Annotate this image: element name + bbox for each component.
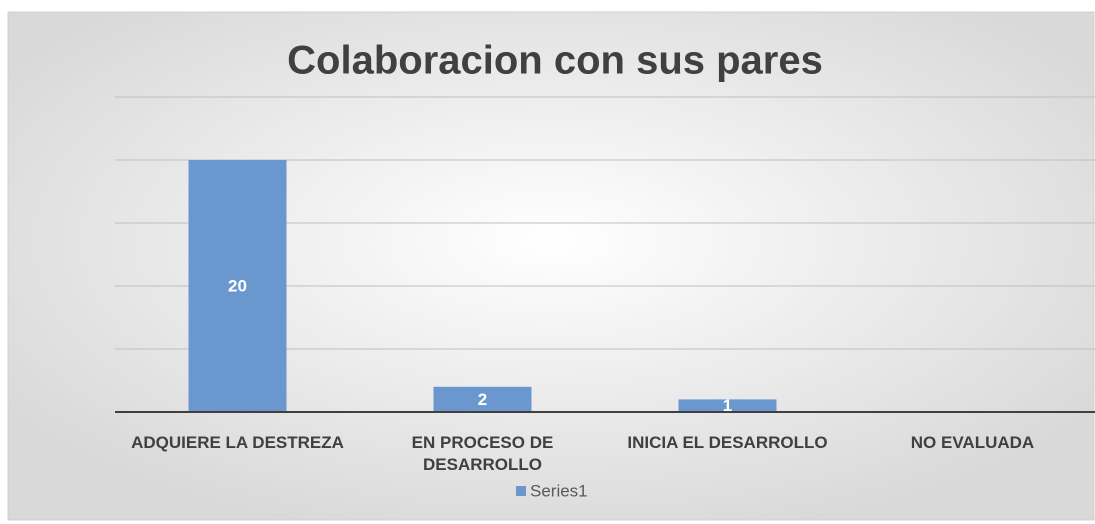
x-tick-label: INICIA EL DESARROLLO <box>627 433 828 452</box>
x-tick-label: EN PROCESO DE DESARROLLO <box>411 433 554 474</box>
x-tick-label: NO EVALUADA <box>910 433 1035 452</box>
bar <box>678 399 777 412</box>
chart-title: Colaboracion con sus pares <box>287 39 823 83</box>
legend-swatch <box>516 486 526 496</box>
bar <box>188 160 287 412</box>
legend-label: Series1 <box>530 481 588 500</box>
x-tick-label: ADQUIERE LA DESTREZA <box>131 433 344 452</box>
data-label: 1 <box>723 396 732 415</box>
data-label: 20 <box>228 276 247 295</box>
bar <box>433 386 532 412</box>
data-label: 2 <box>478 390 487 409</box>
